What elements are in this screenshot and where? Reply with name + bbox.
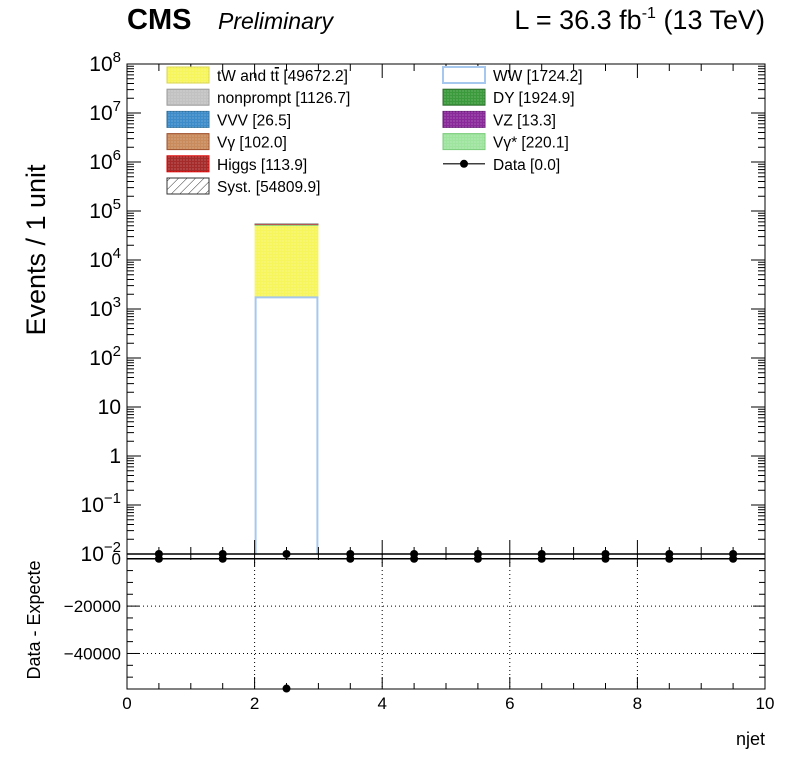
ratio-data-point-4 [410, 554, 419, 563]
stack-bar-texture-1 [254, 225, 319, 298]
preliminary-label: Preliminary [218, 8, 335, 34]
legend-left-label-3: Vγ [102.0] [217, 135, 287, 152]
ratio-data-points [127, 554, 765, 693]
ratio-x-tick-label-5: 10 [756, 694, 775, 713]
legend-right-label-4: Data [0.0] [493, 157, 560, 174]
ratio-data-point-7 [601, 554, 610, 563]
legend-left-swatch-hatch-5 [166, 177, 210, 195]
legend-left-swatch-texture-4 [167, 155, 209, 172]
ratio-y-tick-label-0: 0 [112, 550, 121, 569]
main-y-tick-label-0: 108 [89, 49, 121, 76]
ratio-frame [126, 553, 766, 690]
main-y-tick-label-4: 104 [89, 245, 121, 272]
ratio-y-tick-label-1: −20000 [64, 597, 121, 616]
legend-right-label-0: WW [1724.2] [493, 68, 583, 85]
main-y-tick-label-10: 10−2 [81, 539, 121, 566]
ratio-x-tick-label-3: 6 [505, 694, 514, 713]
ratio-data-point-0 [154, 554, 163, 563]
ratio-y-axis: 0 −20000 −40000 [64, 550, 765, 678]
main-y-tick-label-2: 106 [89, 147, 121, 174]
ratio-data-point-8 [665, 554, 674, 563]
lumi-suffix: (13 TeV) [656, 5, 765, 35]
legend-left-swatch-texture-2 [167, 111, 209, 128]
legend-right-label-1: DY [1924.9] [493, 90, 575, 107]
legend-left-label-2: VVV [26.5] [217, 112, 291, 129]
main-y-tick-label-6: 102 [89, 343, 121, 370]
ratio-y-tick-label-2: −40000 [64, 644, 121, 663]
cms-label: CMS [127, 4, 191, 36]
ratio-x-tick-label-4: 8 [633, 694, 642, 713]
main-y-tick-label-9: 10−1 [81, 490, 121, 517]
legend-right-swatch-texture-1 [443, 89, 485, 106]
legend-left-swatch-texture-1 [167, 89, 209, 106]
legend-left-label-0: tW and tt [49672.2] [217, 68, 348, 85]
ratio-grid [127, 554, 765, 689]
legend-left-label-5: Syst. [54809.9] [217, 179, 320, 196]
main-y-tick-label-1: 107 [89, 98, 121, 125]
lumi-exponent: -1 [642, 5, 656, 22]
legend-left-swatch-texture-0 [167, 67, 209, 83]
legend-right-swatch-texture-3 [443, 133, 485, 150]
main-y-tick-label-8: 1 [109, 445, 121, 468]
lumi-label: L = 36.3 fb-1 (13 TeV) [514, 5, 765, 35]
ratio-data-point-6 [537, 554, 546, 563]
ratio-data-point-5 [473, 554, 482, 563]
ratio-panel: 0 −20000 −40000 0 2 4 6 8 10 Data - Expecte nje… [24, 550, 774, 749]
lumi-prefix: L = 36.3 fb [514, 5, 641, 35]
main-y-tick-label-3: 105 [89, 196, 121, 223]
legend-right-label-2: VZ [13.3] [493, 112, 556, 129]
legend: tW and tt [49672.2] nonprompt [1126.7] VVV… [166, 66, 583, 196]
stacked-histogram [254, 223, 319, 554]
ratio-x-tick-label-1: 2 [250, 694, 259, 713]
legend-right-swatch-0 [442, 66, 486, 84]
legend-right-swatch-texture-2 [443, 111, 485, 128]
legend-left-label-1: nonprompt [1126.7] [217, 90, 350, 107]
ratio-y-axis-label: Data - Expecte [24, 560, 44, 679]
ratio-data-point-3 [346, 554, 355, 563]
ratio-x-tick-label-2: 4 [377, 694, 386, 713]
main-y-tick-label-5: 103 [89, 294, 121, 321]
ratio-data-point-1 [218, 554, 227, 563]
ww-outline [254, 296, 319, 554]
main-y-axis-label: Events / 1 unit [21, 164, 51, 336]
legend-left-label-4: Higgs [113.9] [217, 157, 307, 174]
ratio-data-point-9 [729, 554, 738, 563]
legend-right-marker-4 [460, 159, 468, 168]
ratio-x-tick-label-0: 0 [122, 694, 131, 713]
stack-bar-texture-0 [254, 297, 319, 554]
legend-left-swatch-texture-3 [167, 133, 209, 150]
x-axis-label: njet [736, 729, 765, 749]
legend-right-label-3: Vγ* [220.1] [493, 135, 569, 152]
main-y-tick-label-7: 10 [98, 396, 121, 419]
